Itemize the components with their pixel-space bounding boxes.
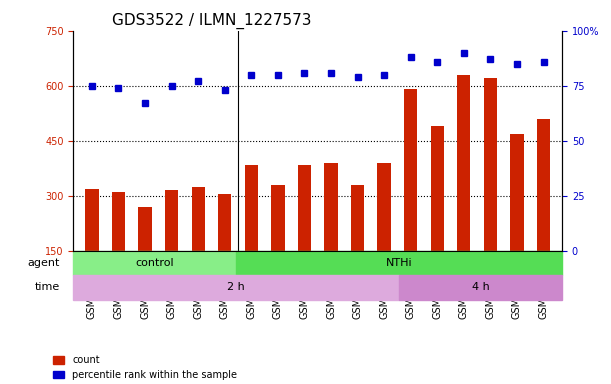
Bar <box>399 275 562 300</box>
Bar <box>298 165 311 306</box>
Bar <box>73 251 236 275</box>
Bar <box>218 194 232 306</box>
Bar <box>510 134 524 306</box>
Bar <box>484 78 497 306</box>
Bar <box>165 190 178 306</box>
Bar <box>139 207 152 306</box>
Bar <box>236 251 562 275</box>
Bar <box>378 163 391 306</box>
Bar <box>86 189 98 306</box>
Text: 4 h: 4 h <box>472 282 489 292</box>
Bar <box>351 185 364 306</box>
Bar <box>537 119 550 306</box>
Bar <box>244 165 258 306</box>
Text: GDS3522 / ILMN_1227573: GDS3522 / ILMN_1227573 <box>112 13 312 29</box>
Bar <box>73 275 399 300</box>
Bar <box>431 126 444 306</box>
Legend: count, percentile rank within the sample: count, percentile rank within the sample <box>49 351 241 384</box>
Bar <box>112 192 125 306</box>
Bar <box>324 163 338 306</box>
Text: 2 h: 2 h <box>227 282 245 292</box>
Text: NTHi: NTHi <box>386 258 412 268</box>
Text: agent: agent <box>27 258 60 268</box>
Bar <box>191 187 205 306</box>
Text: control: control <box>136 258 174 268</box>
Bar <box>271 185 285 306</box>
Bar <box>457 75 470 306</box>
Text: time: time <box>34 282 60 292</box>
Bar <box>404 89 417 306</box>
